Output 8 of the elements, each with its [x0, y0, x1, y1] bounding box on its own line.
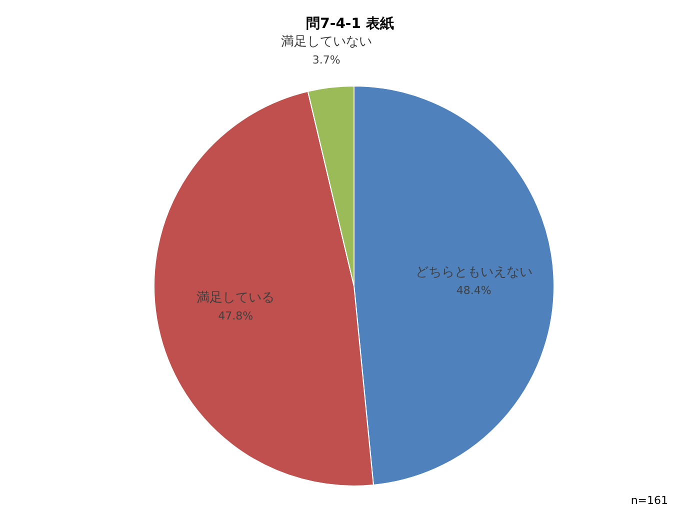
data-label: 47.8%	[218, 310, 254, 323]
slice-label: 満足していない	[280, 34, 372, 50]
data-label: 48.4%	[456, 284, 492, 298]
data-label: 3.7%	[312, 54, 340, 67]
text: n=161	[630, 494, 668, 507]
chart-title: 問7-4-1 表紙	[306, 16, 394, 32]
slice-label: どちらともいえない	[415, 265, 532, 280]
slice-label: 満足している	[196, 290, 275, 306]
